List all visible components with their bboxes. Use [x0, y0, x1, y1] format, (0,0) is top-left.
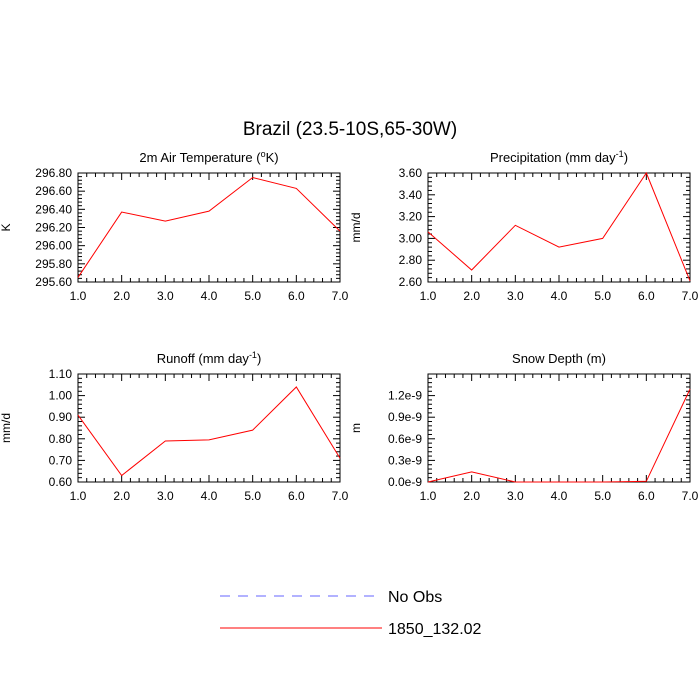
x-tick-label: 7.0: [332, 289, 349, 303]
y-tick-label: 296.00: [35, 239, 72, 253]
figure-title: Brazil (23.5-10S,65-30W): [243, 119, 457, 140]
y-tick-label: 1.00: [49, 389, 73, 403]
y-tick-label: 3.20: [399, 210, 423, 224]
chart-panel-4: 1.0 2.0 3.0 4.0 5.0 6.0 7.0 0.0e-9 0.3e-9 0.6e-9 0…: [349, 351, 699, 503]
x-tick-label: 5.0: [244, 289, 261, 303]
plot-frame: [77, 172, 341, 283]
y-tick-label: 3.00: [399, 231, 423, 245]
x-tick-label: 5.0: [594, 489, 611, 503]
x-tick-label: 5.0: [594, 289, 611, 303]
x-tick-label: 5.0: [244, 489, 261, 503]
x-tick-label: 1.0: [70, 289, 87, 303]
legend-label: No Obs: [388, 589, 442, 606]
x-tick-label: 7.0: [682, 489, 699, 503]
x-tick-label: 1.0: [70, 489, 87, 503]
series-line: [427, 388, 691, 483]
y-tick-label: 296.20: [35, 221, 72, 235]
y-tick-label: 0.80: [49, 432, 73, 446]
y-tick-label: 3.40: [399, 188, 423, 202]
series-line: [427, 171, 691, 282]
x-tick-label: 2.0: [463, 289, 480, 303]
x-tick-label: 3.0: [157, 289, 174, 303]
y-tick-label: 0.9e-9: [388, 410, 422, 424]
x-tick-label: 3.0: [507, 489, 524, 503]
chart-panel-3: 1.0 2.0 3.0 4.0 5.0 6.0 7.0 0.60 0.70 0.80 0.90 1.0…: [0, 350, 349, 503]
y-tick-label: 0.6e-9: [388, 432, 422, 446]
plot-frame: [77, 373, 341, 483]
x-tick-label: 6.0: [288, 289, 305, 303]
y-axis-label: K: [0, 223, 13, 231]
x-tick-label: 4.0: [201, 289, 218, 303]
legend: No Obs 1850_132.02: [220, 589, 482, 638]
y-tick-label: 295.60: [35, 275, 72, 289]
x-tick-label: 1.0: [420, 489, 437, 503]
x-tick-label: 6.0: [288, 489, 305, 503]
panel-title: 2m Air Temperature (oK): [139, 149, 278, 165]
chart-panel-2: 1.0 2.0 3.0 4.0 5.0 6.0 7.0 2.60 2.80 3.00 3.20 3.4…: [349, 149, 699, 303]
y-tick-label: 2.80: [399, 253, 423, 267]
y-tick-label: 295.80: [35, 257, 72, 271]
x-tick-label: 3.0: [507, 289, 524, 303]
panel-title: Runoff (mm day-1): [157, 350, 262, 366]
legend-item: 1850_132.02: [220, 621, 482, 638]
x-tick-label: 2.0: [463, 489, 480, 503]
x-tick-label: 7.0: [332, 489, 349, 503]
x-tick-label: 7.0: [682, 289, 699, 303]
series-line: [77, 176, 341, 278]
chart-panels: 1.0 2.0 3.0 4.0 5.0 6.0 7.0 295.60 295.80 296.00 2…: [0, 149, 699, 503]
plot-frame: [427, 373, 691, 483]
legend-item: No Obs: [220, 589, 442, 606]
y-tick-label: 2.60: [399, 275, 423, 289]
y-tick-label: 0.90: [49, 410, 73, 424]
x-tick-label: 4.0: [201, 489, 218, 503]
y-tick-label: 3.60: [399, 166, 423, 180]
y-axis-label: m: [349, 423, 363, 433]
y-tick-label: 0.70: [49, 453, 73, 467]
y-tick-label: 296.80: [35, 166, 72, 180]
chart-panel-1: 1.0 2.0 3.0 4.0 5.0 6.0 7.0 295.60 295.80 296.00 2…: [0, 149, 349, 303]
y-tick-label: 0.60: [49, 475, 73, 489]
y-axis-label: mm/d: [0, 413, 13, 443]
panel-title: Precipitation (mm day-1): [490, 149, 628, 165]
y-tick-label: 1.10: [49, 367, 73, 381]
panel-title: Snow Depth (m): [512, 351, 606, 366]
y-tick-label: 1.2e-9: [388, 389, 422, 403]
y-tick-label: 296.60: [35, 184, 72, 198]
y-tick-label: 0.0e-9: [388, 475, 422, 489]
x-tick-label: 6.0: [638, 289, 655, 303]
x-tick-label: 2.0: [113, 489, 130, 503]
series-line: [77, 386, 341, 477]
x-tick-label: 1.0: [420, 289, 437, 303]
legend-label: 1850_132.02: [388, 621, 482, 638]
x-tick-label: 3.0: [157, 489, 174, 503]
x-tick-label: 4.0: [551, 489, 568, 503]
y-tick-label: 0.3e-9: [388, 453, 422, 467]
x-tick-label: 2.0: [113, 289, 130, 303]
y-tick-label: 296.40: [35, 202, 72, 216]
x-tick-label: 4.0: [551, 289, 568, 303]
y-axis-label: mm/d: [349, 213, 363, 243]
x-tick-label: 6.0: [638, 489, 655, 503]
